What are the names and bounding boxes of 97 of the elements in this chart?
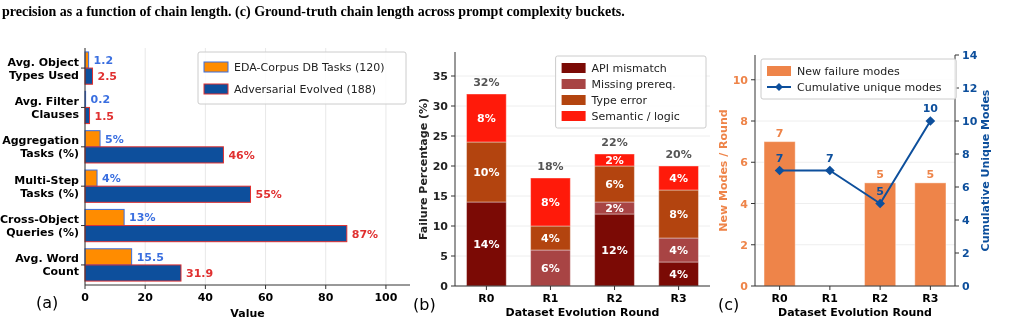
y-tick-label: Aggregation Tasks (%) xyxy=(2,134,79,161)
y-tick-label: 4 xyxy=(740,197,749,211)
text: (a) xyxy=(36,293,59,312)
data-label: 2% xyxy=(605,154,624,167)
legend-label: New failure modes xyxy=(797,65,900,78)
legend-label: Cumulative unique modes xyxy=(797,81,942,94)
legend-label: Missing prereq. xyxy=(591,78,676,91)
x-tick-label: 60 xyxy=(257,291,274,304)
x-tick-label: 80 xyxy=(318,291,334,304)
y-tick-label: 8 xyxy=(740,115,748,128)
y-tick-label: 35 xyxy=(432,70,448,83)
x-tick-label: 0 xyxy=(81,291,90,304)
data-label: 6% xyxy=(541,262,560,275)
total-label: 20% xyxy=(665,148,692,161)
y2-axis-title: Cumulative Unique Modes xyxy=(979,89,992,252)
data-label: 6% xyxy=(605,178,624,191)
text: (b) xyxy=(413,295,436,314)
total-label: 32% xyxy=(473,76,500,89)
legend-label: Semantic / logic xyxy=(591,110,680,123)
x-axis-title: Dataset Evolution Round xyxy=(505,306,660,319)
data-label: 15.5 xyxy=(136,250,164,264)
x-tick-label: R1 xyxy=(542,292,559,305)
y-axis-title: Failure Percentage (%) xyxy=(417,97,430,241)
y-tick-label: Multi-Step Tasks (%) xyxy=(14,173,80,200)
data-label: 7 xyxy=(775,126,784,140)
legend-label: EDA-Corpus DB Tasks (120) xyxy=(234,61,385,74)
y2-tick-label: 8 xyxy=(962,148,970,161)
x-tick-label: R0 xyxy=(478,292,495,305)
data-label: 2% xyxy=(605,202,624,215)
x-axis-title: Value xyxy=(230,307,265,320)
x-axis-title: Dataset Evolution Round xyxy=(778,306,932,319)
data-label: 2.5 xyxy=(97,70,118,84)
x-tick-label: R3 xyxy=(670,292,687,305)
y-tick-label: 15 xyxy=(432,190,448,203)
data-label: 5 xyxy=(876,167,884,181)
y2-tick-label: 0 xyxy=(962,280,970,293)
data-label: 12% xyxy=(601,244,628,257)
data-label: 7 xyxy=(826,151,834,165)
y-tick-label: Avg. Object Types Used xyxy=(7,55,79,82)
data-label: 55% xyxy=(255,188,282,202)
y-tick-label: 20 xyxy=(432,160,449,173)
x-tick-label: 100 xyxy=(374,291,398,304)
y2-tick-label: 14 xyxy=(962,49,978,62)
y-tick-label: 5 xyxy=(440,250,448,263)
y2-tick-label: 4 xyxy=(962,214,970,227)
y2-tick-label: 10 xyxy=(962,115,978,128)
data-label: 31.9 xyxy=(186,266,214,280)
y-tick-label: 0 xyxy=(740,280,749,293)
y-tick-label: Cross-Object Queries (%) xyxy=(0,213,79,240)
y-axis-title: New Modes / Round xyxy=(717,109,730,232)
y-tick-label: 30 xyxy=(432,100,449,113)
data-label: 4% xyxy=(541,232,560,245)
legend-label: Type error xyxy=(590,94,648,107)
data-label: 5% xyxy=(105,132,124,146)
data-label: 13% xyxy=(129,211,156,225)
legend-label: API mismatch xyxy=(591,62,667,75)
text: (c) xyxy=(718,295,740,314)
data-label: 87% xyxy=(351,227,379,241)
y-tick-label: 10 xyxy=(432,220,449,233)
data-label: 7 xyxy=(775,151,784,165)
y2-tick-label: 12 xyxy=(962,82,978,95)
data-label: 5 xyxy=(876,184,884,198)
x-tick-label: R2 xyxy=(606,292,623,305)
y-tick-label: Avg. Word Count xyxy=(15,252,79,279)
x-tick-label: 20 xyxy=(137,291,154,304)
data-label: 10% xyxy=(473,166,500,179)
data-label: 1.2 xyxy=(93,54,114,68)
data-label: 14% xyxy=(473,238,500,251)
y-tick-label: 6 xyxy=(740,156,749,170)
data-label: 4% xyxy=(669,172,688,185)
data-label: 1.5 xyxy=(94,109,115,123)
x-tick-label: R0 xyxy=(771,292,789,305)
y-tick-label: 10 xyxy=(732,73,749,87)
data-label: 8% xyxy=(477,112,496,125)
y-tick-label: 0 xyxy=(440,280,449,293)
x-tick-label: R2 xyxy=(872,292,889,305)
y2-tick-label: 2 xyxy=(962,247,970,260)
total-label: 18% xyxy=(537,160,564,173)
data-label: 5 xyxy=(926,167,935,181)
data-label: 4% xyxy=(669,268,688,281)
y2-tick-label: 6 xyxy=(962,181,970,194)
legend-label: Adversarial Evolved (188) xyxy=(234,83,377,96)
y-tick-label: 25 xyxy=(432,130,448,143)
x-tick-label: R3 xyxy=(922,292,939,305)
y-tick-label: Avg. Filter Clauses xyxy=(14,94,80,121)
data-label: 4% xyxy=(102,172,121,186)
total-label: 22% xyxy=(601,136,628,149)
data-label: 46% xyxy=(228,148,255,162)
data-label: 4% xyxy=(669,244,688,257)
text: precision as a function of chain length. (c) Ground-truth chain length across prompt complexity buckets. xyxy=(2,4,625,20)
y-tick-label: 2 xyxy=(740,238,748,252)
x-tick-label: 40 xyxy=(197,291,214,304)
data-label: 10 xyxy=(922,102,939,115)
x-tick-label: R1 xyxy=(821,292,838,305)
data-label: 0.2 xyxy=(90,93,111,107)
data-label: 8% xyxy=(669,208,688,221)
data-label: 8% xyxy=(541,196,560,209)
